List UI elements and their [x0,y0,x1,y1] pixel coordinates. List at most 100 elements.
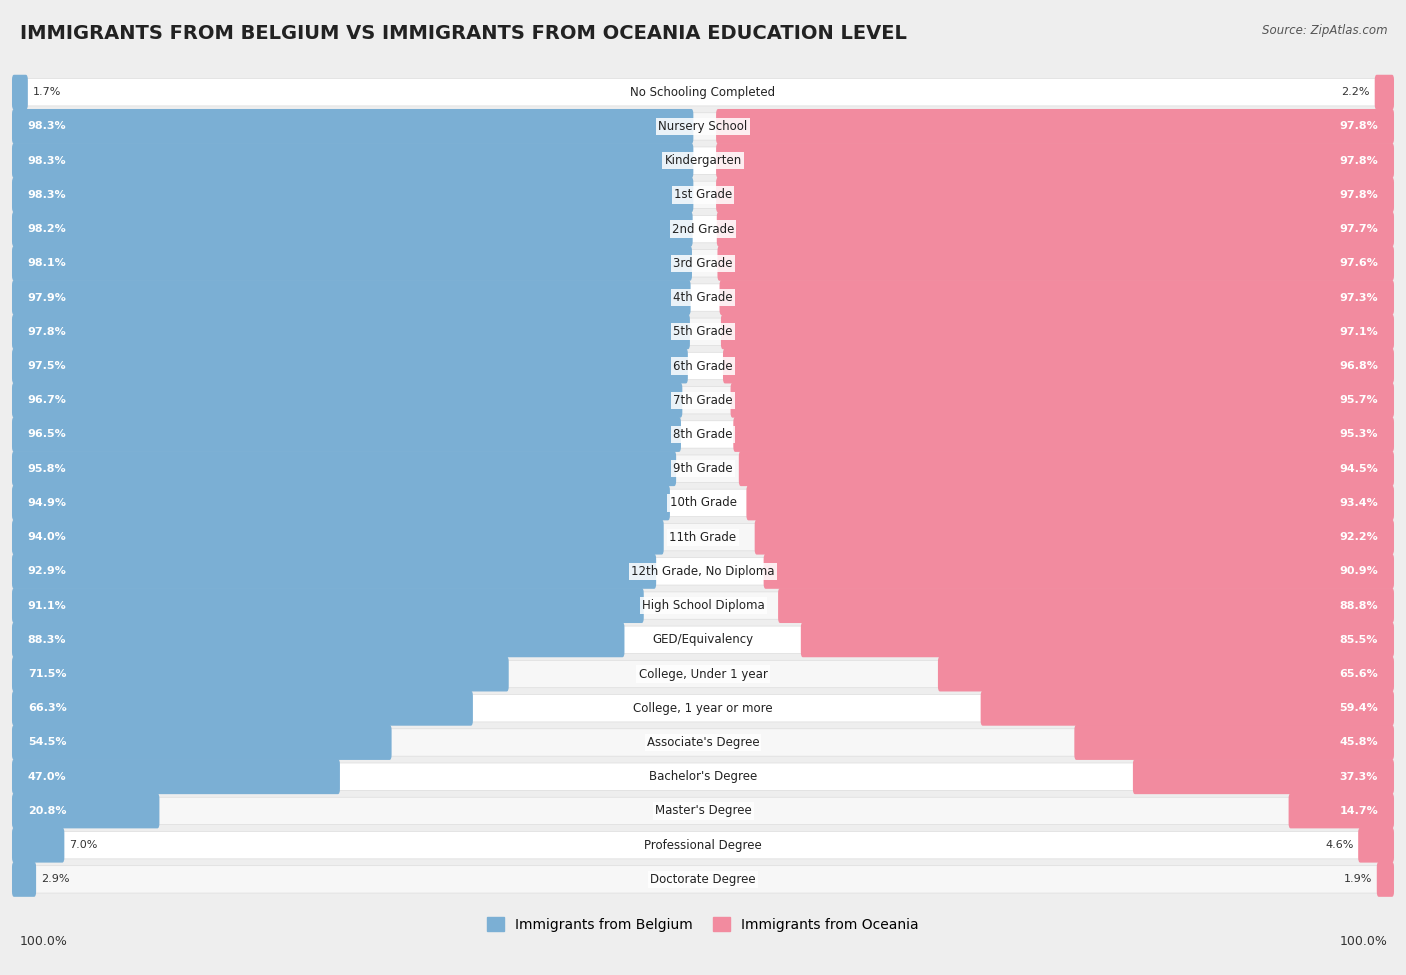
FancyBboxPatch shape [13,520,664,555]
Text: 97.6%: 97.6% [1340,258,1378,268]
FancyBboxPatch shape [14,455,1392,483]
FancyBboxPatch shape [747,486,1393,521]
FancyBboxPatch shape [801,622,1393,657]
FancyBboxPatch shape [14,147,1392,175]
Text: 97.8%: 97.8% [1340,122,1378,132]
Text: 8th Grade: 8th Grade [673,428,733,441]
FancyBboxPatch shape [14,386,1392,414]
FancyBboxPatch shape [14,763,1392,791]
FancyBboxPatch shape [14,421,1392,448]
FancyBboxPatch shape [716,177,1393,213]
Text: 97.7%: 97.7% [1340,224,1378,234]
FancyBboxPatch shape [14,592,1392,619]
Text: 11th Grade: 11th Grade [669,530,737,544]
FancyBboxPatch shape [723,348,1393,383]
Text: 98.2%: 98.2% [28,224,66,234]
Text: 45.8%: 45.8% [1340,737,1378,748]
FancyBboxPatch shape [14,694,1392,722]
FancyBboxPatch shape [14,250,1392,277]
FancyBboxPatch shape [1074,725,1393,760]
FancyBboxPatch shape [13,246,692,281]
FancyBboxPatch shape [13,451,676,487]
Text: 97.8%: 97.8% [1340,156,1378,166]
Text: 88.8%: 88.8% [1340,601,1378,610]
Text: 12th Grade, No Diploma: 12th Grade, No Diploma [631,565,775,578]
FancyBboxPatch shape [778,588,1393,623]
FancyBboxPatch shape [13,280,690,315]
Text: 20.8%: 20.8% [28,806,66,816]
Text: 100.0%: 100.0% [1340,935,1388,948]
FancyBboxPatch shape [14,352,1392,379]
Text: 90.9%: 90.9% [1340,566,1378,576]
FancyBboxPatch shape [13,417,681,451]
Text: 95.3%: 95.3% [1340,429,1378,440]
FancyBboxPatch shape [13,794,159,829]
Text: 7.0%: 7.0% [69,840,97,850]
FancyBboxPatch shape [717,246,1393,281]
FancyBboxPatch shape [14,284,1392,311]
FancyBboxPatch shape [13,656,509,691]
Text: 97.8%: 97.8% [1340,190,1378,200]
Text: 85.5%: 85.5% [1340,635,1378,644]
Text: 2nd Grade: 2nd Grade [672,222,734,236]
Text: 88.3%: 88.3% [28,635,66,644]
Text: 100.0%: 100.0% [20,935,67,948]
Text: 97.5%: 97.5% [28,361,66,371]
FancyBboxPatch shape [14,113,1392,140]
FancyBboxPatch shape [13,486,669,521]
FancyBboxPatch shape [13,554,657,589]
Text: 4.6%: 4.6% [1324,840,1354,850]
FancyBboxPatch shape [13,177,693,213]
Text: 92.9%: 92.9% [28,566,66,576]
Text: Doctorate Degree: Doctorate Degree [650,873,756,886]
Text: Bachelor's Degree: Bachelor's Degree [650,770,756,783]
FancyBboxPatch shape [1289,794,1393,829]
Legend: Immigrants from Belgium, Immigrants from Oceania: Immigrants from Belgium, Immigrants from… [482,912,924,938]
Text: Associate's Degree: Associate's Degree [647,736,759,749]
Text: 37.3%: 37.3% [1340,771,1378,782]
FancyBboxPatch shape [14,79,1392,106]
FancyBboxPatch shape [13,760,340,795]
Text: 95.7%: 95.7% [1340,395,1378,406]
FancyBboxPatch shape [731,383,1393,417]
Text: 47.0%: 47.0% [28,771,66,782]
FancyBboxPatch shape [13,75,28,109]
Text: 98.3%: 98.3% [28,156,66,166]
Text: 2.2%: 2.2% [1341,87,1369,98]
Text: 6th Grade: 6th Grade [673,360,733,372]
FancyBboxPatch shape [738,451,1393,487]
Text: College, 1 year or more: College, 1 year or more [633,702,773,715]
Text: 91.1%: 91.1% [28,601,66,610]
FancyBboxPatch shape [717,212,1393,247]
FancyBboxPatch shape [763,554,1393,589]
Text: 9th Grade: 9th Grade [673,462,733,475]
Text: 4th Grade: 4th Grade [673,292,733,304]
FancyBboxPatch shape [716,143,1393,178]
FancyBboxPatch shape [720,280,1393,315]
FancyBboxPatch shape [14,660,1392,687]
FancyBboxPatch shape [13,691,472,725]
Text: 71.5%: 71.5% [28,669,66,679]
FancyBboxPatch shape [13,109,693,144]
FancyBboxPatch shape [716,109,1393,144]
Text: 97.1%: 97.1% [1340,327,1378,336]
Text: 96.8%: 96.8% [1340,361,1378,371]
FancyBboxPatch shape [734,417,1393,451]
FancyBboxPatch shape [14,866,1392,893]
Text: Professional Degree: Professional Degree [644,838,762,851]
Text: 98.3%: 98.3% [28,122,66,132]
Text: 1st Grade: 1st Grade [673,188,733,202]
Text: 66.3%: 66.3% [28,703,66,714]
Text: Kindergarten: Kindergarten [665,154,741,167]
Text: 10th Grade: 10th Grade [669,496,737,509]
Text: 97.3%: 97.3% [1340,292,1378,302]
FancyBboxPatch shape [14,728,1392,757]
FancyBboxPatch shape [1375,75,1393,109]
FancyBboxPatch shape [938,656,1393,691]
FancyBboxPatch shape [14,524,1392,551]
Text: IMMIGRANTS FROM BELGIUM VS IMMIGRANTS FROM OCEANIA EDUCATION LEVEL: IMMIGRANTS FROM BELGIUM VS IMMIGRANTS FR… [20,24,907,43]
Text: 98.3%: 98.3% [28,190,66,200]
FancyBboxPatch shape [1376,862,1393,897]
FancyBboxPatch shape [14,798,1392,825]
Text: No Schooling Completed: No Schooling Completed [630,86,776,98]
